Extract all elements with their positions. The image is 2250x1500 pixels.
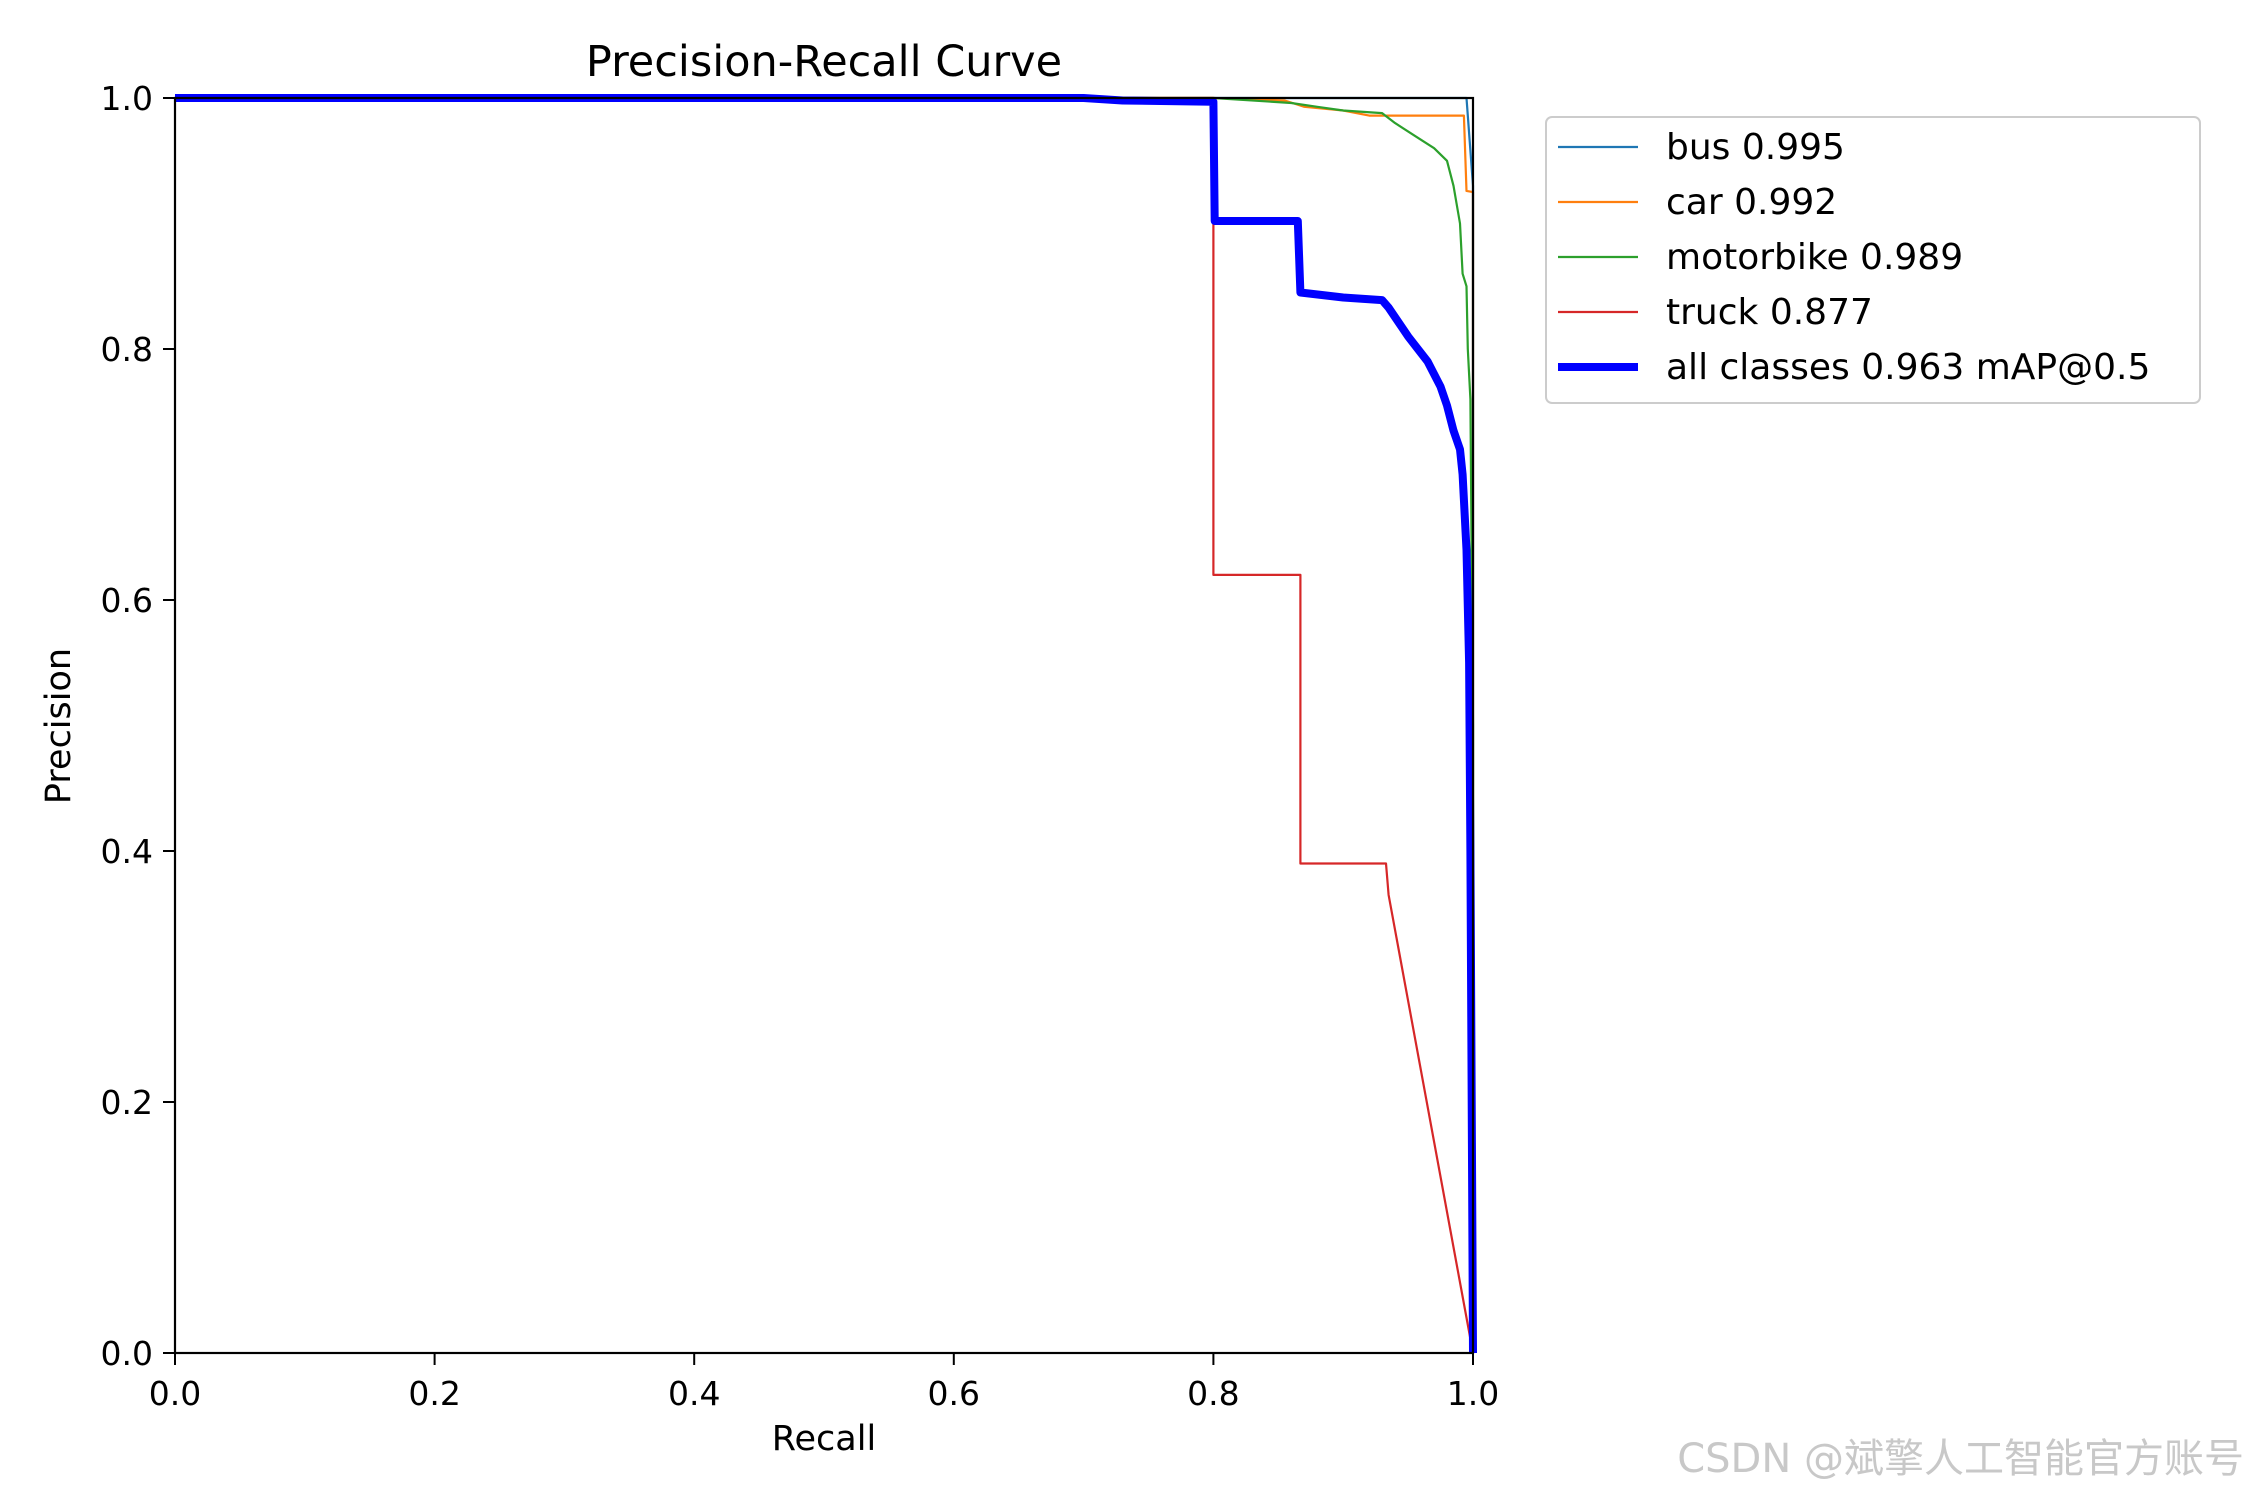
- legend: bus 0.995 car 0.992 motorbike 0.989 truck 0…: [1545, 116, 2201, 404]
- x-tick-label: 1.0: [1447, 1374, 1499, 1413]
- legend-label-0: bus 0.995: [1666, 127, 1845, 168]
- y-tick-label: 0.2: [101, 1083, 153, 1122]
- y-tick-label: 0.4: [101, 832, 153, 871]
- x-tick-label: 0.0: [149, 1374, 201, 1413]
- y-axis-ticks: 0.0 0.2 0.4 0.6 0.8 1.0: [101, 79, 175, 1373]
- legend-label-3: truck 0.877: [1666, 292, 1873, 333]
- x-axis-label: Recall: [772, 1419, 876, 1459]
- y-tick-label: 0.6: [101, 581, 153, 620]
- x-tick-label: 0.8: [1187, 1374, 1239, 1413]
- x-tick-label: 0.4: [668, 1374, 720, 1413]
- watermark: CSDN @斌擎人工智能官方账号: [1677, 1436, 2244, 1482]
- y-tick-label: 0.0: [101, 1334, 153, 1373]
- x-tick-label: 0.6: [928, 1374, 980, 1413]
- series-line-2: [175, 96, 1475, 1353]
- legend-label-4: all classes 0.963 mAP@0.5: [1666, 347, 2150, 388]
- x-tick-label: 0.2: [408, 1374, 460, 1413]
- legend-box: [1545, 116, 2201, 404]
- y-axis-label: Precision: [39, 648, 79, 804]
- legend-entries: bus 0.995 car 0.992 motorbike 0.989 truck 0…: [1558, 127, 2150, 388]
- legend-label-2: motorbike 0.989: [1666, 237, 1963, 278]
- chart-title: Precision-Recall Curve: [586, 37, 1062, 87]
- y-tick-label: 1.0: [101, 79, 153, 118]
- x-axis-ticks: 0.0 0.2 0.4 0.6 0.8 1.0: [149, 1353, 1499, 1413]
- y-tick-label: 0.8: [101, 330, 153, 369]
- legend-label-1: car 0.992: [1666, 182, 1837, 223]
- series-line-4: [175, 94, 1477, 1354]
- plot-frame: [173, 96, 1475, 1355]
